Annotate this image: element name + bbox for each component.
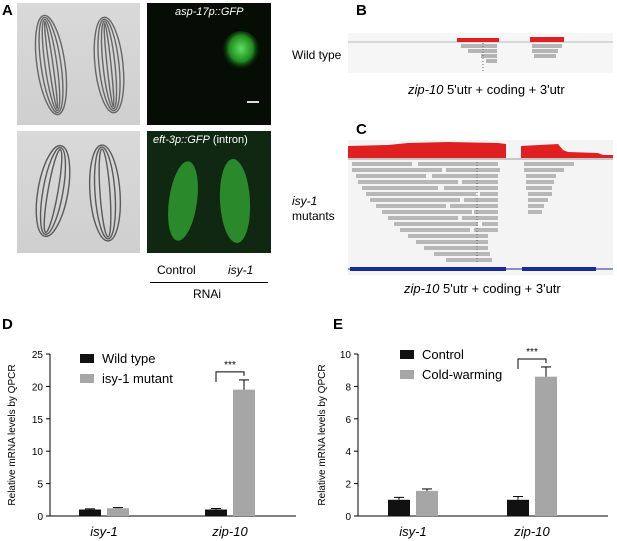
worm-bundle-graphic-2 — [35, 144, 122, 242]
gfp-bottom-title-wrap: eft-3p::GFP (intron) — [153, 134, 248, 146]
y-tick-label: 8 — [345, 382, 351, 393]
panel-e-label: E — [333, 316, 344, 333]
zip10-gene-label-c: zip-10 — [404, 281, 440, 296]
legend-label: Wild type — [102, 351, 155, 366]
rnai-divider — [150, 282, 268, 283]
brightfield-image-top — [17, 3, 140, 125]
bar — [416, 490, 438, 516]
y-tick-label: 0 — [37, 512, 43, 523]
y-tick-label: 10 — [340, 350, 352, 361]
worm-bundle-graphic — [34, 14, 125, 116]
significance-bracket — [517, 358, 547, 369]
legend-swatch — [80, 374, 94, 383]
significance-label: *** — [224, 360, 236, 371]
gfp-image-top: asp-17p::GFP — [147, 3, 271, 125]
y-tick-label: 5 — [37, 480, 43, 491]
control-label: Control — [157, 263, 196, 277]
panel-b-label: B — [356, 2, 367, 19]
y-tick-label: 4 — [345, 447, 351, 458]
y-tick-label: 10 — [32, 447, 44, 458]
panel-d-label: D — [2, 316, 13, 333]
legend-label: Cold-warming — [422, 367, 502, 382]
isy1-mutants-row-label: isy-1 — [292, 194, 318, 208]
wild-type-caption: zip-10 5'utr + coding + 3'utr — [408, 82, 565, 97]
panel-a-label: A — [2, 2, 13, 19]
bar — [233, 389, 255, 516]
brightfield-image-bottom — [17, 131, 140, 253]
mutant-track — [348, 140, 613, 275]
legend-label: Control — [422, 347, 464, 362]
gfp-bottom-title-suffix: (intron) — [212, 134, 248, 146]
bar — [388, 499, 410, 516]
zip10-gene-label-b: zip-10 — [408, 82, 444, 97]
wild-type-row-label: Wild type — [292, 48, 342, 62]
y-tick-label: 15 — [32, 415, 44, 426]
y-tick-label: 0 — [345, 512, 351, 523]
gfp-image-bottom: eft-3p::GFP (intron) — [147, 131, 271, 253]
y-axis-label: Relative mRNA levels by QPCR — [7, 364, 18, 505]
x-category-label: isy-1 — [90, 524, 117, 539]
wild-type-caption-rest: 5'utr + coding + 3'utr — [447, 82, 565, 97]
y-axis-label: Relative mRNA levels by QPCR — [317, 364, 328, 505]
y-tick-label: 20 — [32, 382, 44, 393]
bar — [507, 499, 529, 516]
wild-type-read-track — [348, 37, 613, 73]
y-tick-label: 6 — [345, 415, 351, 426]
gfp-top-title: asp-17p::GFP — [175, 6, 244, 18]
gfp-signal-graphic-2 — [168, 159, 251, 243]
y-tick-label: 2 — [345, 480, 351, 491]
rnai-label: RNAi — [193, 287, 222, 301]
legend-swatch — [400, 370, 414, 379]
chart-d: Relative mRNA levels by QPCR 0 5 10 15 20 25 is… — [7, 350, 296, 539]
bar — [535, 376, 557, 516]
gfp-signal-graphic — [221, 31, 261, 103]
mutant-read-track — [348, 142, 613, 271]
isy1-rnai-label: isy-1 — [228, 263, 254, 277]
panel-c-label: C — [356, 121, 367, 138]
wild-type-track — [348, 33, 613, 73]
significance-bracket — [215, 371, 245, 382]
bar — [107, 508, 129, 516]
significance-label: *** — [526, 347, 538, 358]
mutant-caption-rest: 5'utr + coding + 3'utr — [443, 281, 561, 296]
legend-label: isy-1 mutant — [102, 371, 173, 386]
mutants-row-label: mutants — [292, 209, 335, 223]
gfp-bottom-title: eft-3p::GFP — [153, 134, 210, 146]
bar — [79, 509, 101, 516]
x-category-label: zip-10 — [211, 524, 248, 539]
mutant-caption: zip-10 5'utr + coding + 3'utr — [404, 281, 561, 296]
chart-e: Relative mRNA levels by QPCR 0 2 4 6 8 10 isy-1… — [317, 347, 608, 539]
legend-swatch — [400, 350, 414, 359]
legend-swatch — [80, 354, 94, 363]
x-category-label: zip-10 — [513, 524, 550, 539]
y-tick-label: 25 — [32, 350, 44, 361]
x-category-label: isy-1 — [399, 524, 426, 539]
bar — [205, 509, 227, 516]
